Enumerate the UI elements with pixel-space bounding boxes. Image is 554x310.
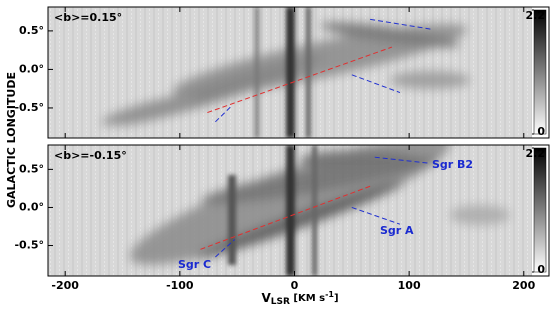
x-label-sup: -1: [325, 290, 334, 299]
y-tick-label: 0.5°: [19, 162, 44, 175]
x-tick-label: -200: [51, 279, 79, 292]
annotation-line: [351, 74, 401, 94]
colorbar: [533, 147, 547, 273]
y-tick-label: -0.5°: [14, 101, 44, 114]
y-tick-label: -0.5°: [14, 239, 44, 252]
x-tick-label: -100: [166, 279, 194, 292]
x-tick-label: 0: [291, 279, 299, 292]
x-label-main: V: [261, 291, 271, 305]
annotation-line: [374, 156, 430, 164]
x-label-sub: LSR: [271, 297, 290, 307]
y-tick-label: 0.0°: [19, 62, 44, 75]
annotation-line: [207, 46, 393, 114]
source-label: Sgr B2: [432, 158, 473, 171]
x-label-unit: [KM s: [290, 293, 325, 304]
colorbar-label: 2.2: [526, 147, 546, 160]
annotation-line: [215, 106, 231, 123]
x-tick-label: 200: [512, 279, 535, 292]
emission-image-top: [48, 7, 532, 138]
panel-annotation: <b>=-0.15°: [54, 149, 127, 162]
y-tick-label: 0.0°: [19, 200, 44, 213]
x-label-close: ]: [334, 293, 339, 304]
annotation-line: [215, 239, 236, 258]
y-axis-label: GALACTIC LONGITUDE: [5, 72, 18, 208]
x-tick-label: 100: [398, 279, 421, 292]
emission-image-bottom: [48, 145, 532, 276]
colorbar-label: 0: [537, 263, 545, 276]
colorbar: [533, 9, 547, 135]
source-label: Sgr C: [178, 258, 211, 271]
colorbar-label: 0: [537, 125, 545, 138]
x-axis-label: VLSR [KM s-1]: [261, 290, 338, 307]
annotation-line: [370, 18, 433, 30]
annotation-line: [351, 206, 401, 225]
source-label: Sgr A: [380, 224, 414, 237]
y-tick-label: 0.5°: [19, 24, 44, 37]
annotation-line: [200, 184, 373, 250]
colorbar-label: 2.2: [526, 9, 546, 22]
panel-frame: [47, 144, 550, 277]
panel-annotation: <b>=0.15°: [54, 11, 122, 24]
panel-frame: [47, 6, 550, 139]
